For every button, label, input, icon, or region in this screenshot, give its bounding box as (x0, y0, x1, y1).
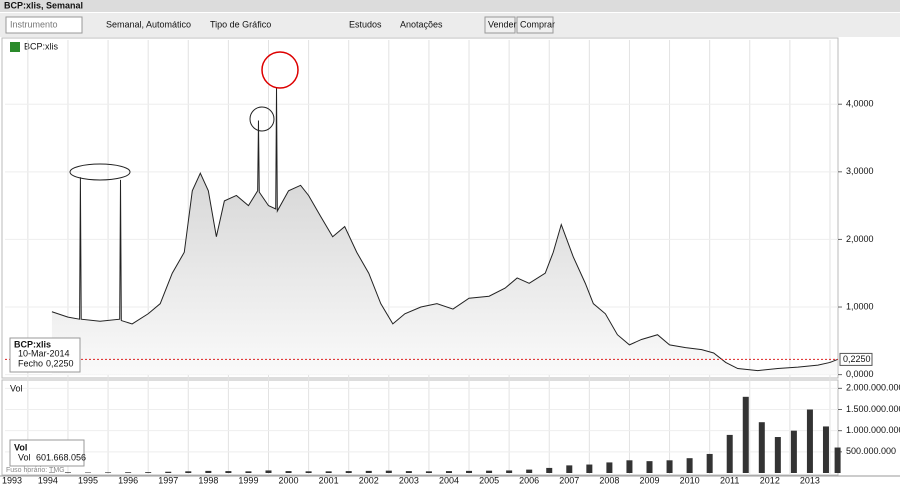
volume-bar (386, 471, 392, 473)
x-tick-label: 2007 (559, 475, 579, 485)
volume-bar (265, 470, 271, 473)
annotations-menu[interactable]: Anotações (400, 19, 443, 29)
volume-bar (486, 471, 492, 473)
volume-bar (606, 462, 612, 473)
volume-bar (807, 410, 813, 473)
volume-bar (286, 471, 292, 473)
y-tick-label: 3,0000 (846, 166, 874, 176)
x-tick-label: 2004 (439, 475, 459, 485)
volume-bar (667, 460, 673, 473)
legend-label: BCP:xlis (24, 41, 59, 51)
timezone: Fuso horário: TMG (6, 467, 65, 474)
y-tick-label: 500.000.000 (846, 446, 896, 456)
info-close-label: Fecho (18, 358, 43, 368)
volume-bar (823, 426, 829, 473)
volume-title: Vol (10, 383, 23, 393)
volume-bar (185, 471, 191, 473)
volume-bar (791, 431, 797, 473)
volume-bar (145, 472, 151, 473)
y-tick-label: 1.000.000.000 (846, 425, 900, 435)
volume-bar (466, 471, 472, 473)
volume-bar (205, 471, 211, 473)
x-tick-label: 2006 (519, 475, 539, 485)
volume-bar (165, 472, 171, 473)
volume-bar (775, 437, 781, 473)
volume-bar (743, 397, 749, 473)
volume-bar (835, 448, 841, 473)
x-tick-label: 1996 (118, 475, 138, 485)
x-tick-label: 1999 (238, 475, 258, 485)
studies-menu[interactable]: Estudos (349, 19, 382, 29)
title-bar (0, 0, 900, 12)
x-tick-label: 2009 (639, 475, 659, 485)
volume-bar (406, 471, 412, 473)
volume-bar (586, 465, 592, 473)
x-tick-label: 1997 (158, 475, 178, 485)
x-tick-label: 2012 (760, 475, 780, 485)
volume-bar (526, 470, 532, 473)
volume-bar (346, 471, 352, 473)
volume-info-name: Vol (14, 442, 27, 452)
x-tick-label: 1994 (38, 475, 58, 485)
info-date: 10-Mar-2014 (18, 348, 70, 358)
volume-bar (306, 471, 312, 473)
x-tick-label: 2013 (800, 475, 820, 485)
x-tick-label: 1998 (198, 475, 218, 485)
info-close-value: 0,2250 (46, 358, 74, 368)
instrument-placeholder: Instrumento (10, 19, 58, 29)
x-tick-label: 2000 (279, 475, 299, 485)
volume-bar (759, 422, 765, 473)
y-tick-label: 1,0000 (846, 301, 874, 311)
window-title: BCP:xlis, Semanal (4, 0, 83, 10)
volume-bar (225, 471, 231, 473)
volume-bar (366, 471, 372, 473)
volume-bar (245, 471, 251, 473)
volume-info-label: Vol (18, 452, 31, 462)
chart-type-menu[interactable]: Tipo de Gráfico (210, 19, 271, 29)
volume-bar (506, 470, 512, 473)
volume-bar (446, 471, 452, 473)
last-price-label: 0,2250 (843, 354, 871, 364)
volume-bar (626, 460, 632, 473)
y-tick-label: 2.000.000.000 (846, 383, 900, 393)
legend-icon (10, 42, 20, 52)
x-tick-label: 2003 (399, 475, 419, 485)
volume-info-value: 601.668.056 (36, 452, 86, 462)
x-tick-label: 2005 (479, 475, 499, 485)
volume-bar (105, 472, 111, 473)
x-tick-label: 1995 (78, 475, 98, 485)
volume-bar (647, 461, 653, 473)
x-tick-label: 2010 (680, 475, 700, 485)
volume-bar (125, 472, 131, 473)
y-tick-label: 0,0000 (846, 369, 874, 379)
volume-bar (566, 465, 572, 473)
volume-bar (727, 435, 733, 473)
volume-bar (426, 471, 432, 473)
volume-bar (546, 468, 552, 473)
x-tick-label: 1993 (2, 475, 22, 485)
volume-bar (707, 454, 713, 473)
y-tick-label: 4,0000 (846, 99, 874, 109)
volume-bar (687, 458, 693, 473)
x-tick-label: 2011 (720, 475, 739, 485)
volume-bar (65, 472, 71, 473)
y-tick-label: 1.500.000.000 (846, 404, 900, 414)
x-tick-label: 2001 (319, 475, 339, 485)
buy-label: Comprar (520, 19, 555, 29)
period-menu[interactable]: Semanal, Automático (106, 19, 191, 29)
volume-bar (85, 472, 91, 473)
sell-label: Vender (488, 19, 517, 29)
volume-bar (326, 471, 332, 473)
x-tick-label: 2008 (599, 475, 619, 485)
y-tick-label: 2,0000 (846, 234, 874, 244)
x-tick-label: 2002 (359, 475, 379, 485)
